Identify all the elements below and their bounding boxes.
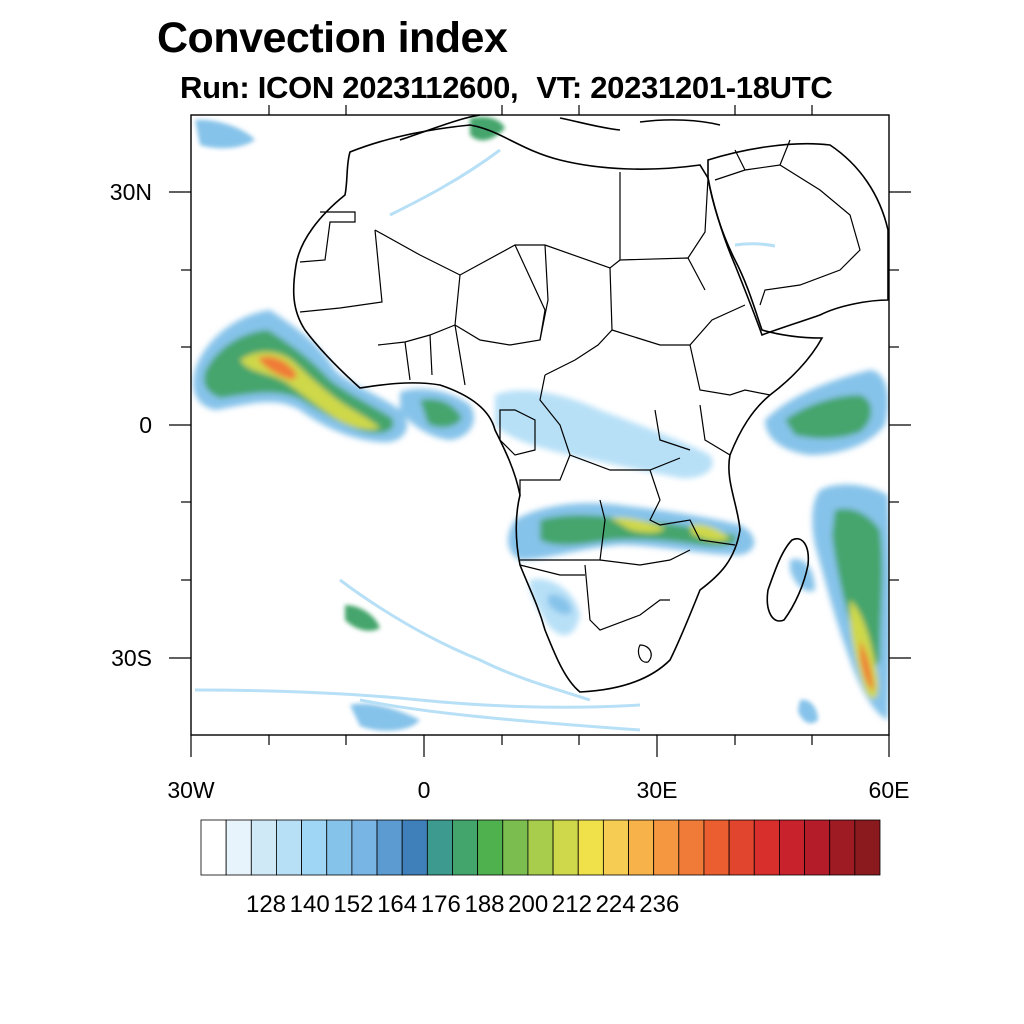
colorbar-label: 152 bbox=[333, 891, 373, 918]
colorbar-swatch bbox=[250, 819, 277, 876]
mediterranean-coast bbox=[399, 115, 721, 141]
axis-ticks bbox=[169, 105, 911, 757]
colorbar-swatch bbox=[376, 819, 403, 876]
colorbar-swatch bbox=[326, 819, 353, 876]
colorbar-swatch bbox=[301, 819, 328, 876]
colorbar-swatch bbox=[426, 819, 453, 876]
colorbar-swatch bbox=[753, 819, 780, 876]
colorbar-swatch bbox=[276, 819, 302, 876]
convection-field bbox=[193, 116, 889, 732]
colorbar-swatch bbox=[477, 819, 504, 876]
run-label: Run: ICON 2023112600, bbox=[180, 70, 519, 105]
streamers bbox=[194, 148, 776, 732]
chart-title: Convection index bbox=[157, 14, 508, 62]
colorbar-swatch bbox=[602, 819, 629, 876]
lon-label-60e: 60E bbox=[869, 777, 910, 803]
lon-labels: 30W 0 30E 60E bbox=[167, 777, 909, 803]
colorbar-swatch bbox=[653, 819, 680, 876]
lat-label-0: 0 bbox=[139, 412, 152, 438]
colorbar-label: 140 bbox=[290, 891, 330, 918]
madagascar-coastline bbox=[766, 538, 810, 622]
lon-label-30w: 30W bbox=[167, 777, 215, 803]
colorbar-swatch bbox=[225, 819, 252, 876]
atlantic-convection bbox=[193, 310, 474, 443]
colorbar-label: 224 bbox=[596, 891, 636, 918]
colorbar-swatch bbox=[502, 819, 529, 876]
country-borders bbox=[299, 139, 861, 663]
colorbar-swatch bbox=[728, 819, 755, 876]
colorbar-label: 128 bbox=[246, 891, 286, 918]
lat-label-30n: 30N bbox=[110, 179, 152, 205]
central-africa-convection bbox=[495, 390, 755, 636]
indian-ocean-convection bbox=[765, 370, 889, 720]
valid-time-label: VT: 20231201-18UTC bbox=[536, 70, 833, 105]
lat-label-30s: 30S bbox=[111, 645, 152, 671]
colorbar-label: 164 bbox=[377, 891, 417, 918]
colorbar-swatch bbox=[351, 819, 378, 876]
colorbar-swatch bbox=[552, 819, 579, 876]
colorbar-swatch bbox=[452, 819, 479, 876]
colorbar-label: 200 bbox=[508, 891, 548, 918]
colorbar-swatch bbox=[678, 819, 705, 876]
arabia-coastline bbox=[707, 142, 889, 337]
lon-label-0: 0 bbox=[418, 777, 431, 803]
colorbar-swatch bbox=[628, 819, 655, 876]
colorbar-swatch bbox=[401, 819, 428, 876]
colorbar-label: 188 bbox=[464, 891, 504, 918]
colorbar-swatch bbox=[779, 819, 805, 876]
colorbar-swatch bbox=[200, 819, 227, 876]
colorbar-swatch bbox=[854, 819, 881, 876]
lon-label-30e: 30E bbox=[637, 777, 678, 803]
colorbar-label: 212 bbox=[552, 891, 592, 918]
colorbar-swatch bbox=[703, 819, 730, 876]
colorbar-labels: 128 140 152 164 176 188 200 212 224 236 bbox=[246, 891, 679, 918]
map-plot-area bbox=[190, 114, 890, 736]
colorbar-swatch bbox=[577, 819, 604, 876]
chart-subtitle: Run: ICON 2023112600, VT: 20231201-18UTC bbox=[180, 70, 833, 106]
colorbar-swatch bbox=[829, 819, 856, 876]
colorbar-label: 176 bbox=[421, 891, 461, 918]
colorbar bbox=[200, 819, 881, 876]
lat-labels: 30N 0 30S bbox=[110, 179, 152, 671]
colorbar-label: 236 bbox=[639, 891, 679, 918]
colorbar-swatch bbox=[804, 819, 831, 876]
misc-convection bbox=[195, 116, 818, 731]
colorbar-swatch bbox=[527, 819, 554, 876]
